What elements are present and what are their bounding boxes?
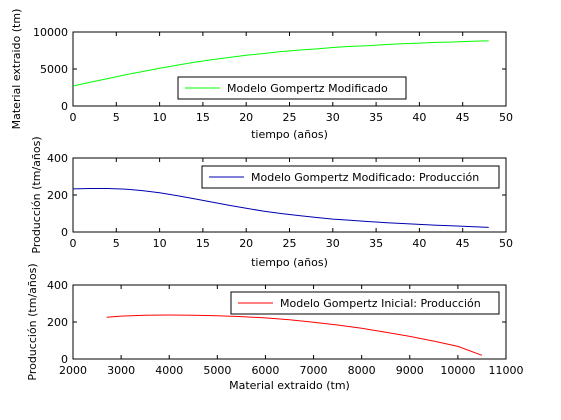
series-line [72, 188, 489, 228]
y-axis-label: Material extraido (tm) [10, 9, 23, 130]
y-axis-label: Producción (tm/años) [26, 263, 39, 380]
legend-box [201, 165, 500, 189]
x-tick-label: 7000 [300, 364, 328, 377]
y-tick-label: 400 [47, 279, 68, 292]
x-axis-label: tiempo (años) [251, 256, 328, 269]
y-tick-label: 5000 [40, 63, 68, 76]
y-tick-label: 0 [61, 226, 68, 239]
x-tick-label: 35 [369, 111, 383, 124]
x-tick-label: 15 [196, 111, 210, 124]
x-tick-label: 45 [456, 237, 470, 250]
legend: Modelo Gompertz Modificado [177, 76, 407, 100]
x-tick-label: 11000 [489, 364, 524, 377]
x-tick-label: 40 [412, 237, 426, 250]
x-tick-label: 40 [412, 111, 426, 124]
y-tick-label: 200 [47, 316, 68, 329]
x-tick-label: 5 [113, 111, 120, 124]
legend-entry: Modelo Gompertz Inicial: Producción [280, 297, 481, 310]
legend: Modelo Gompertz Inicial: Producción [230, 291, 500, 315]
x-tick-label: 25 [283, 237, 297, 250]
legend-entry: Modelo Gompertz Modificado: Producción [251, 171, 479, 184]
x-tick-label: 5000 [203, 364, 231, 377]
series-line [72, 40, 489, 87]
x-tick-label: 10 [153, 237, 167, 250]
x-tick-label: 30 [326, 111, 340, 124]
x-tick-label: 10000 [440, 364, 475, 377]
x-tick-label: 20 [239, 111, 253, 124]
y-tick-label: 0 [61, 353, 68, 366]
legend-box [230, 291, 500, 315]
y-tick-label: 0 [61, 100, 68, 113]
x-tick-label: 5 [113, 237, 120, 250]
x-tick-label: 9000 [396, 364, 424, 377]
x-tick-label: 4000 [155, 364, 183, 377]
x-tick-label: 50 [499, 111, 513, 124]
legend: Modelo Gompertz Modificado: Producción [201, 165, 500, 189]
x-tick-label: 0 [70, 237, 77, 250]
x-tick-label: 10 [153, 111, 167, 124]
x-axis-label: Material extraido (tm) [229, 379, 350, 392]
y-tick-label: 10000 [33, 26, 68, 39]
x-tick-label: 25 [283, 111, 297, 124]
x-tick-label: 3000 [107, 364, 135, 377]
x-axis-label: tiempo (años) [251, 128, 328, 141]
chart-panel-cumulative-extraction: 0 5 10 15 20 25 30 35 40 45 50 0 5000 10000 tiempo (añ… [10, 9, 513, 141]
x-tick-label: 45 [456, 111, 470, 124]
y-tick-label: 400 [47, 152, 68, 165]
legend-entry: Modelo Gompertz Modificado [227, 82, 388, 95]
y-tick-label: 200 [47, 189, 68, 202]
y-axis-label: Producción (tm/años) [30, 136, 43, 253]
chart-panel-production-vs-time: 0 5 10 15 20 25 30 35 40 45 50 0 200 400 tiempo (años)… [30, 136, 513, 269]
x-tick-label: 2000 [59, 364, 87, 377]
series-line [106, 314, 483, 356]
x-tick-label: 0 [70, 111, 77, 124]
x-tick-label: 8000 [348, 364, 376, 377]
x-tick-label: 30 [326, 237, 340, 250]
x-tick-label: 35 [369, 237, 383, 250]
legend-box [177, 76, 407, 100]
x-tick-label: 50 [499, 237, 513, 250]
chart-panel-production-vs-extracted: 2000 3000 4000 5000 6000 7000 8000 9000 10000 110… [26, 263, 524, 392]
x-tick-label: 20 [239, 237, 253, 250]
x-tick-label: 6000 [251, 364, 279, 377]
x-tick-label: 15 [196, 237, 210, 250]
